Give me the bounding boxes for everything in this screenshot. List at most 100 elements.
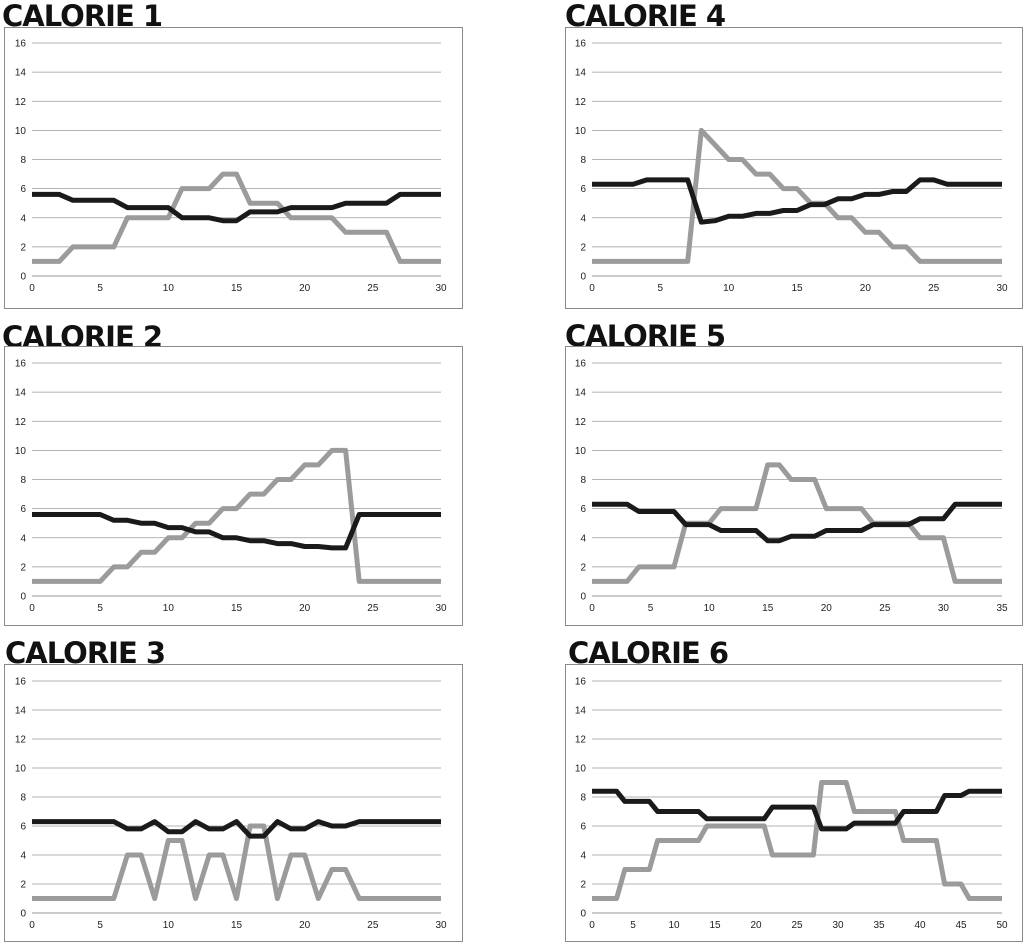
y-tick-label: 2 — [20, 880, 26, 891]
y-tick-label: 8 — [580, 793, 586, 804]
x-tick-label: 5 — [658, 283, 664, 294]
y-tick-label: 10 — [15, 126, 27, 137]
x-tick-label: 0 — [29, 283, 35, 294]
y-tick-label: 12 — [575, 97, 587, 108]
series-line-dark — [592, 177, 1002, 225]
series-line-light — [32, 171, 441, 264]
chart-title: CALORIE 6 — [568, 636, 729, 670]
y-tick-label: 14 — [15, 68, 27, 79]
x-tick-label: 20 — [821, 603, 833, 614]
x-tick-label: 30 — [938, 603, 950, 614]
x-tick-label: 20 — [299, 603, 311, 614]
y-tick-label: 0 — [580, 592, 586, 603]
x-tick-label: 25 — [879, 603, 891, 614]
y-tick-label: 2 — [20, 562, 26, 573]
y-tick-label: 12 — [15, 417, 27, 428]
x-tick-label: 30 — [435, 283, 447, 294]
y-tick-label: 14 — [15, 706, 27, 717]
y-tick-label: 6 — [20, 504, 26, 515]
series-line-dark — [592, 501, 1002, 544]
x-tick-label: 10 — [668, 920, 680, 931]
y-tick-label: 0 — [20, 592, 26, 603]
y-tick-label: 2 — [580, 880, 586, 891]
y-tick-label: 12 — [15, 97, 27, 108]
y-tick-label: 8 — [580, 475, 586, 486]
x-tick-label: 20 — [860, 283, 872, 294]
y-tick-label: 0 — [20, 909, 26, 920]
x-tick-label: 15 — [791, 283, 803, 294]
series-line-dark — [32, 191, 441, 224]
y-tick-label: 6 — [20, 822, 26, 833]
x-tick-label: 15 — [762, 603, 774, 614]
chart-title: CALORIE 5 — [565, 319, 726, 353]
y-tick-label: 16 — [575, 359, 587, 370]
plot-frame — [565, 346, 1023, 626]
y-tick-label: 8 — [20, 793, 26, 804]
x-tick-label: 10 — [163, 920, 175, 931]
x-tick-label: 15 — [231, 603, 243, 614]
y-tick-label: 0 — [580, 909, 586, 920]
x-tick-label: 0 — [589, 283, 595, 294]
y-tick-label: 14 — [575, 68, 587, 79]
y-tick-label: 6 — [580, 184, 586, 195]
y-tick-label: 10 — [15, 764, 27, 775]
x-tick-label: 0 — [589, 920, 595, 931]
series-line-light — [32, 447, 441, 584]
y-tick-label: 2 — [580, 242, 586, 253]
y-tick-label: 16 — [15, 677, 27, 688]
y-tick-label: 4 — [580, 533, 586, 544]
y-tick-label: 12 — [575, 417, 587, 428]
y-tick-label: 8 — [20, 475, 26, 486]
chart-title: CALORIE 4 — [565, 0, 726, 33]
y-tick-label: 4 — [580, 851, 586, 862]
y-tick-label: 2 — [20, 242, 26, 253]
y-tick-label: 6 — [580, 822, 586, 833]
y-tick-label: 14 — [575, 706, 587, 717]
y-tick-label: 16 — [575, 677, 587, 688]
series-line-light — [592, 127, 1002, 264]
y-tick-label: 8 — [20, 155, 26, 166]
x-tick-label: 35 — [996, 603, 1008, 614]
x-tick-label: 5 — [630, 920, 636, 931]
x-tick-label: 35 — [873, 920, 885, 931]
x-tick-label: 5 — [97, 920, 103, 931]
x-tick-label: 5 — [648, 603, 654, 614]
y-tick-label: 2 — [580, 562, 586, 573]
x-tick-label: 20 — [750, 920, 762, 931]
series-line-light — [592, 462, 1002, 584]
x-tick-label: 10 — [723, 283, 735, 294]
y-tick-label: 0 — [580, 272, 586, 283]
x-tick-label: 10 — [163, 603, 175, 614]
x-tick-label: 25 — [367, 920, 379, 931]
x-tick-label: 0 — [29, 603, 35, 614]
series-line-dark — [32, 512, 441, 551]
plot-frame — [4, 27, 463, 309]
x-tick-label: 5 — [97, 603, 103, 614]
x-tick-label: 20 — [299, 283, 311, 294]
chart-title: CALORIE 1 — [2, 0, 163, 33]
x-tick-label: 5 — [97, 283, 103, 294]
chart-title: CALORIE 3 — [5, 636, 166, 670]
y-tick-label: 4 — [20, 533, 26, 544]
y-tick-label: 14 — [15, 388, 27, 399]
y-tick-label: 16 — [15, 39, 27, 50]
x-tick-label: 20 — [299, 920, 311, 931]
y-tick-label: 6 — [20, 184, 26, 195]
y-tick-label: 4 — [20, 851, 26, 862]
y-tick-label: 4 — [20, 213, 26, 224]
x-tick-label: 25 — [791, 920, 803, 931]
x-tick-label: 30 — [435, 920, 447, 931]
x-tick-label: 0 — [589, 603, 595, 614]
x-tick-label: 25 — [367, 283, 379, 294]
y-tick-label: 16 — [15, 359, 27, 370]
y-tick-label: 10 — [575, 126, 587, 137]
x-tick-label: 10 — [163, 283, 175, 294]
y-tick-label: 4 — [580, 213, 586, 224]
x-tick-label: 15 — [231, 283, 243, 294]
y-tick-label: 10 — [575, 446, 587, 457]
x-tick-label: 30 — [832, 920, 844, 931]
